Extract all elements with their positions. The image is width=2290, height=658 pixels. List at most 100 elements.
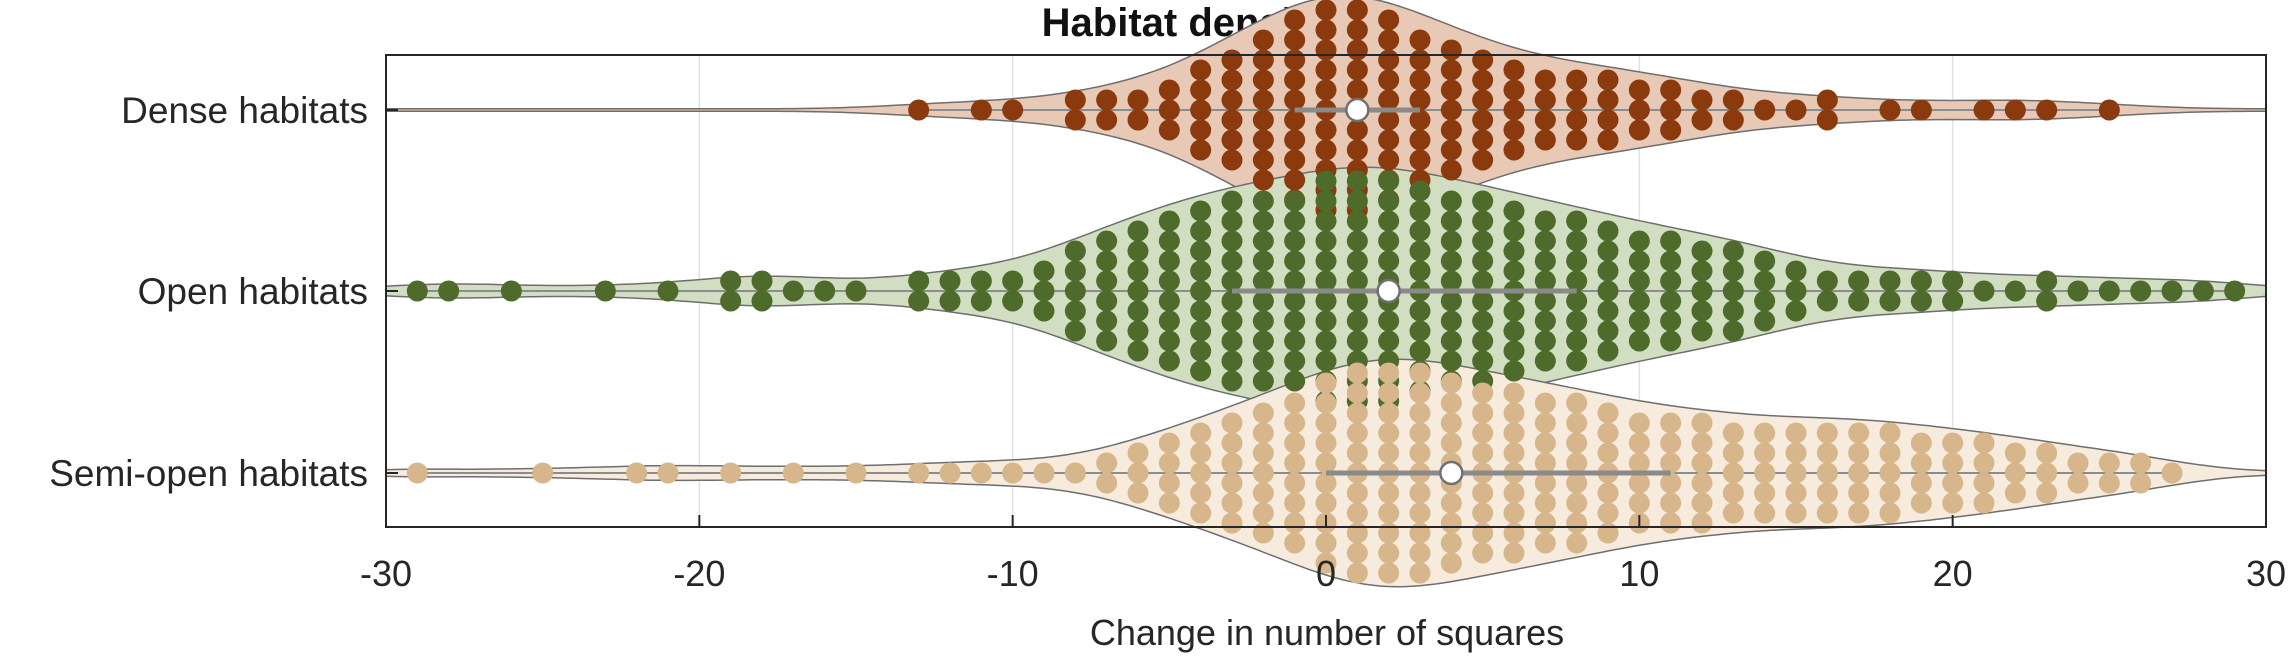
data-point	[1566, 109, 1588, 131]
data-point	[657, 462, 679, 484]
data-point	[1440, 372, 1462, 394]
data-point	[1127, 89, 1149, 111]
data-point	[1566, 330, 1588, 352]
data-point	[1284, 432, 1306, 454]
data-point	[1440, 290, 1462, 312]
data-point	[1534, 310, 1556, 332]
data-point	[720, 462, 742, 484]
data-point	[1503, 139, 1525, 161]
data-point	[1848, 482, 1870, 504]
data-point	[626, 462, 648, 484]
data-point	[1503, 240, 1525, 262]
data-point	[1660, 492, 1682, 514]
data-point	[1409, 382, 1431, 404]
data-point	[1190, 280, 1212, 302]
data-point	[1252, 109, 1274, 131]
data-point	[1472, 542, 1494, 564]
data-point	[1472, 502, 1494, 524]
y-tick-label: Dense habitats	[121, 90, 368, 131]
data-point	[1503, 382, 1525, 404]
data-point	[1628, 99, 1650, 121]
data-point	[1127, 280, 1149, 302]
data-point	[1566, 532, 1588, 554]
data-point	[1346, 290, 1368, 312]
data-point	[1284, 69, 1306, 91]
data-point	[1284, 29, 1306, 51]
data-point	[1096, 472, 1118, 494]
data-point	[1190, 422, 1212, 444]
data-point	[1096, 330, 1118, 352]
data-point	[1284, 49, 1306, 71]
data-point	[2036, 462, 2058, 484]
data-point	[532, 462, 554, 484]
data-point	[1002, 270, 1024, 292]
data-point	[1534, 89, 1556, 111]
data-point	[1785, 280, 1807, 302]
data-point	[1252, 402, 1274, 424]
data-point	[1722, 300, 1744, 322]
data-point	[1127, 109, 1149, 131]
data-point	[1440, 330, 1462, 352]
data-point	[1346, 250, 1368, 272]
data-point	[1378, 69, 1400, 91]
data-point	[1503, 360, 1525, 382]
data-point	[1158, 432, 1180, 454]
data-point	[939, 290, 961, 312]
data-point	[970, 270, 992, 292]
data-point	[1722, 502, 1744, 524]
x-tick-label: 10	[1619, 553, 1659, 594]
data-point	[1346, 139, 1368, 161]
data-point	[1440, 512, 1462, 534]
data-point	[1409, 69, 1431, 91]
x-axis-label: Change in number of squares	[1090, 612, 1564, 653]
data-point	[1221, 270, 1243, 292]
data-point	[1534, 472, 1556, 494]
data-point	[1409, 109, 1431, 131]
data-point	[1346, 362, 1368, 384]
data-point	[1002, 462, 1024, 484]
data-point	[1252, 522, 1274, 544]
data-point	[1785, 422, 1807, 444]
data-point	[1315, 270, 1337, 292]
data-point	[1910, 472, 1932, 494]
data-point	[1315, 59, 1337, 81]
data-point	[1566, 412, 1588, 434]
data-point	[1566, 290, 1588, 312]
data-point	[751, 290, 773, 312]
data-point	[1284, 129, 1306, 151]
data-point	[1566, 392, 1588, 414]
data-point	[1566, 89, 1588, 111]
data-point	[1973, 452, 1995, 474]
data-point	[1848, 462, 1870, 484]
data-point	[1409, 220, 1431, 242]
data-point	[1346, 562, 1368, 584]
data-point	[1315, 290, 1337, 312]
data-point	[1221, 370, 1243, 392]
data-point	[1534, 532, 1556, 554]
data-point	[1315, 230, 1337, 252]
data-point	[1785, 300, 1807, 322]
data-point	[1409, 149, 1431, 171]
data-point	[1378, 170, 1400, 192]
data-point	[2130, 452, 2152, 474]
data-point	[1879, 270, 1901, 292]
data-point	[1409, 482, 1431, 504]
data-point	[1284, 210, 1306, 232]
data-point	[1190, 99, 1212, 121]
x-tick-label: -30	[360, 553, 412, 594]
data-point	[1252, 442, 1274, 464]
data-point	[1503, 119, 1525, 141]
data-point	[1378, 250, 1400, 272]
data-point	[1472, 109, 1494, 131]
data-point	[1785, 462, 1807, 484]
data-point	[1472, 290, 1494, 312]
data-point	[1503, 300, 1525, 322]
data-point	[1534, 512, 1556, 534]
data-point	[1879, 482, 1901, 504]
data-point	[1252, 502, 1274, 524]
data-point	[1378, 482, 1400, 504]
data-point	[2067, 472, 2089, 494]
data-point	[1816, 462, 1838, 484]
data-point	[1315, 310, 1337, 332]
data-point	[1503, 59, 1525, 81]
